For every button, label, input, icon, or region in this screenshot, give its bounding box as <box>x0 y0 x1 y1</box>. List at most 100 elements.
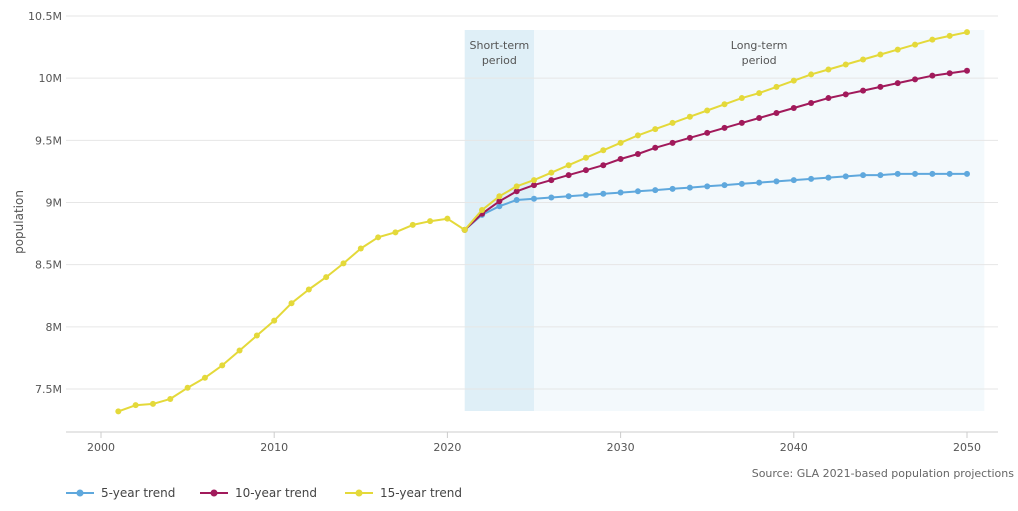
series-0-point[interactable] <box>531 195 537 202</box>
series-1-point[interactable] <box>946 70 953 77</box>
historical-point[interactable] <box>461 226 468 233</box>
series-0-point[interactable] <box>964 170 970 177</box>
series-2-point[interactable] <box>894 46 901 53</box>
series-2-point[interactable] <box>479 206 486 213</box>
series-0-point[interactable] <box>842 173 849 180</box>
series-1-point[interactable] <box>842 91 849 98</box>
legend-item-10-year[interactable]: 10-year trend <box>200 486 317 500</box>
historical-point[interactable] <box>340 260 347 267</box>
legend-item-15-year[interactable]: 15-year trend <box>345 486 462 500</box>
series-0-point[interactable] <box>634 188 641 195</box>
series-0-point[interactable] <box>617 189 624 196</box>
series-0-point[interactable] <box>652 187 659 194</box>
series-2-point[interactable] <box>686 113 693 120</box>
series-0[interactable] <box>461 170 970 233</box>
legend[interactable]: 5-year trend 10-year trend 15-year trend <box>66 486 462 500</box>
series-2-point[interactable] <box>582 154 589 161</box>
historical-point[interactable] <box>219 362 226 369</box>
historical-point[interactable] <box>236 347 243 354</box>
historical-point[interactable] <box>409 221 416 228</box>
series-2-point[interactable] <box>565 162 572 169</box>
series-0-point[interactable] <box>548 194 555 201</box>
series-2-point[interactable] <box>738 95 745 102</box>
series-1-point[interactable] <box>669 139 676 146</box>
series-1-point[interactable] <box>617 155 624 162</box>
series-1-point[interactable] <box>860 87 867 94</box>
series-2-point[interactable] <box>825 66 832 73</box>
series-2-point[interactable] <box>808 71 815 78</box>
series-2-point[interactable] <box>929 36 936 43</box>
historical-point[interactable] <box>323 274 330 281</box>
series-1-point[interactable] <box>721 124 728 131</box>
series-0-point[interactable] <box>929 170 936 177</box>
series-1-point[interactable] <box>582 167 589 174</box>
historical-point[interactable] <box>427 218 434 225</box>
series-2-point[interactable] <box>912 41 919 48</box>
historical-point[interactable] <box>392 229 399 236</box>
series-1-point[interactable] <box>634 151 641 158</box>
series-2-point[interactable] <box>704 107 711 114</box>
series-0-point[interactable] <box>756 179 763 186</box>
series-2-point[interactable] <box>600 147 607 154</box>
series-2-point[interactable] <box>531 177 537 184</box>
series-2-point[interactable] <box>877 51 884 58</box>
series-1-point[interactable] <box>652 144 659 151</box>
series-0-point[interactable] <box>808 175 815 182</box>
series-0-point[interactable] <box>860 172 867 179</box>
series-1-point[interactable] <box>704 129 711 136</box>
series-1-point[interactable] <box>964 67 970 74</box>
historical-point[interactable] <box>444 215 451 222</box>
series-2-point[interactable] <box>842 61 849 68</box>
series-0-point[interactable] <box>496 203 503 210</box>
series-0-point[interactable] <box>912 170 919 177</box>
series-0-point[interactable] <box>600 190 607 197</box>
series-1-point[interactable] <box>912 76 919 83</box>
series-1-point[interactable] <box>790 105 797 112</box>
series-2-point[interactable] <box>634 132 641 139</box>
historical[interactable] <box>115 215 468 415</box>
series-2-point[interactable] <box>617 139 624 146</box>
series-1-point[interactable] <box>738 119 745 126</box>
historical-point[interactable] <box>149 400 156 407</box>
series-0-point[interactable] <box>565 193 572 200</box>
series-1-point[interactable] <box>686 134 693 141</box>
series-1-point[interactable] <box>496 198 503 205</box>
legend-item-5-year[interactable]: 5-year trend <box>66 486 175 500</box>
series-2-point[interactable] <box>756 90 763 97</box>
series-2[interactable] <box>461 29 970 233</box>
historical-point[interactable] <box>184 384 191 391</box>
series-0-point[interactable] <box>894 170 901 177</box>
series-0-point[interactable] <box>686 184 693 191</box>
series-1-point[interactable] <box>825 95 832 102</box>
series-1-point[interactable] <box>531 182 537 189</box>
series-2-point[interactable] <box>946 32 953 39</box>
series-1-point[interactable] <box>808 100 815 107</box>
series-2-point[interactable] <box>790 77 797 84</box>
historical-point[interactable] <box>357 245 364 252</box>
historical-point[interactable] <box>201 374 208 381</box>
series-0-point[interactable] <box>669 185 676 192</box>
historical-point[interactable] <box>132 402 139 409</box>
series-1-point[interactable] <box>600 162 607 169</box>
series-1-point[interactable] <box>877 83 884 90</box>
series-1-point[interactable] <box>773 109 780 116</box>
series-0-point[interactable] <box>704 183 711 190</box>
series-2-point[interactable] <box>721 101 728 108</box>
historical-point[interactable] <box>271 317 278 324</box>
series-0-point[interactable] <box>877 172 884 179</box>
series-0-point[interactable] <box>790 177 797 184</box>
historical-point[interactable] <box>288 300 295 307</box>
series-0-point[interactable] <box>513 197 520 204</box>
series-0-point[interactable] <box>582 192 589 199</box>
historical-point[interactable] <box>375 234 382 241</box>
series-1-point[interactable] <box>929 72 936 79</box>
historical-point[interactable] <box>253 332 260 339</box>
series-1-point[interactable] <box>513 188 520 195</box>
series-1-point[interactable] <box>548 177 555 184</box>
historical-point[interactable] <box>167 395 174 402</box>
series-2-point[interactable] <box>773 83 780 90</box>
series-0-point[interactable] <box>721 182 728 189</box>
series-2-point[interactable] <box>548 169 555 176</box>
series-2-point[interactable] <box>669 119 676 126</box>
series-1-point[interactable] <box>756 114 763 121</box>
